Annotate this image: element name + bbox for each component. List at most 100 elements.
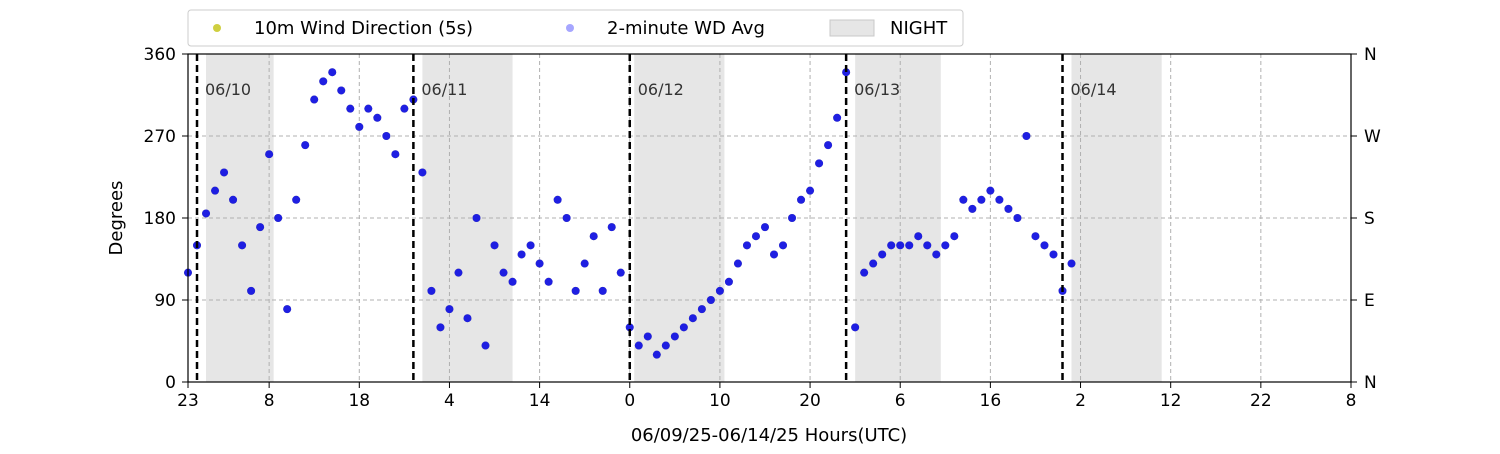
avg-wind-point [400, 104, 409, 113]
avg-wind-point [580, 259, 589, 268]
avg-wind-point [914, 232, 923, 241]
y2-tick-label: S [1364, 209, 1375, 229]
legend-swatch [829, 19, 875, 37]
data-series [184, 68, 1076, 359]
avg-wind-point [454, 268, 463, 277]
avg-wind-point [688, 314, 697, 323]
avg-wind-point [887, 241, 896, 250]
avg-wind-point [481, 341, 490, 350]
avg-wind-point [1004, 204, 1013, 213]
avg-wind-point [418, 168, 427, 177]
y2-tick-label: N [1364, 45, 1377, 65]
legend: 10m Wind Direction (5s) 2-minute WD Avg NI… [187, 9, 964, 47]
avg-wind-point [950, 232, 959, 241]
avg-wind-point [770, 250, 779, 259]
y2-tick-label: N [1364, 373, 1377, 393]
avg-wind-point [535, 259, 544, 268]
avg-wind-point [1049, 250, 1058, 259]
avg-wind-point [373, 113, 382, 122]
x-tick-label: 23 [177, 391, 199, 411]
avg-wind-point [779, 241, 788, 250]
avg-wind-point [1022, 132, 1031, 140]
x-tick-label: 16 [980, 391, 1002, 411]
avg-wind-point [310, 95, 319, 104]
avg-wind-point [508, 277, 517, 286]
y-tick-label: 360 [144, 45, 176, 65]
avg-wind-point [562, 214, 571, 222]
x-tick-label: 8 [264, 391, 275, 411]
legend-box [187, 9, 964, 47]
avg-wind-point [283, 305, 292, 314]
avg-wind-point [517, 250, 526, 259]
avg-wind-point [824, 141, 833, 150]
y-tick-label: 270 [144, 127, 176, 147]
x-tick-label: 12 [1160, 391, 1182, 411]
avg-wind-point [337, 86, 346, 95]
avg-wind-point [634, 341, 643, 350]
avg-wind-point [742, 241, 751, 250]
avg-wind-point [959, 195, 968, 204]
avg-wind-point [544, 277, 553, 286]
avg-wind-point [941, 241, 950, 250]
x-axis-label: 06/09/25-06/14/25 Hours(UTC) [631, 425, 907, 446]
avg-wind-point [436, 323, 445, 332]
avg-wind-point [815, 159, 824, 168]
avg-wind-point [229, 195, 238, 204]
avg-wind-point [977, 195, 986, 204]
legend-label: 10m Wind Direction (5s) [254, 18, 473, 39]
avg-wind-point [869, 259, 878, 268]
avg-wind-point [923, 241, 932, 250]
avg-wind-point [995, 195, 1004, 204]
avg-wind-point [715, 286, 724, 295]
x-tick-label: 2 [1075, 391, 1086, 411]
avg-wind-point [256, 223, 265, 232]
avg-wind-point [616, 268, 625, 277]
avg-wind-point [661, 341, 670, 350]
avg-wind-point [274, 214, 283, 222]
avg-wind-point [211, 186, 220, 195]
avg-wind-point [760, 223, 769, 232]
x-tick-label: 8 [1346, 391, 1357, 411]
avg-wind-point [833, 113, 842, 122]
x-tick-label: 6 [895, 391, 906, 411]
avg-wind-point [220, 168, 229, 177]
avg-wind-point [382, 132, 391, 140]
avg-wind-point [445, 305, 454, 314]
avg-wind-point [526, 241, 535, 250]
legend-marker [213, 24, 221, 32]
y-axis-label: Degrees [106, 181, 127, 256]
avg-wind-point [860, 268, 869, 277]
avg-wind-point [733, 259, 742, 268]
avg-wind-point [202, 209, 211, 218]
avg-wind-point [301, 141, 310, 150]
avg-wind-point [643, 332, 652, 341]
day-label: 06/11 [421, 80, 467, 99]
avg-wind-point [328, 68, 337, 77]
day-label: 06/13 [854, 80, 900, 99]
avg-wind-point [625, 323, 634, 332]
avg-wind-point [1031, 232, 1040, 241]
avg-wind-point [589, 232, 598, 241]
avg-wind-point [247, 286, 256, 295]
avg-wind-point [571, 286, 580, 295]
day-label: 06/10 [205, 80, 251, 99]
legend-marker [566, 24, 574, 32]
avg-wind-point [472, 214, 481, 222]
day-label: 06/12 [638, 80, 684, 99]
x-tick-label: 14 [529, 391, 551, 411]
avg-wind-point [751, 232, 760, 241]
x-tick-label: 0 [624, 391, 635, 411]
avg-wind-point [806, 186, 815, 195]
avg-wind-point [670, 332, 679, 341]
avg-wind-point [851, 323, 860, 332]
avg-wind-point [391, 150, 400, 159]
avg-wind-point [499, 268, 508, 277]
avg-wind-point [265, 150, 274, 159]
grid-lines [187, 53, 1352, 383]
avg-wind-point [706, 296, 715, 304]
avg-wind-point [1013, 214, 1022, 222]
avg-wind-point [607, 223, 616, 232]
x-tick-label: 4 [444, 391, 455, 411]
x-tick-label: 20 [799, 391, 821, 411]
